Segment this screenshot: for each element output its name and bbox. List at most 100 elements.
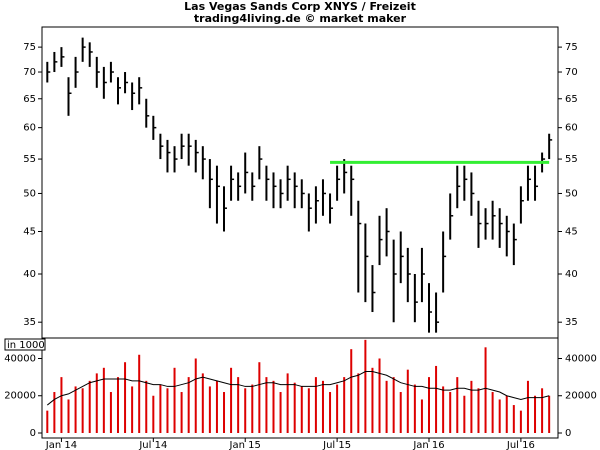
- volume-bar: [435, 365, 438, 433]
- volume-bar: [187, 377, 190, 433]
- volume-bar: [477, 388, 480, 433]
- plot-frame: [41, 26, 559, 439]
- y-tick-label-right: 45: [565, 226, 578, 237]
- volume-bar: [223, 392, 226, 433]
- x-tick-label: Jan 16: [412, 440, 444, 450]
- volume-bar: [428, 377, 430, 433]
- volume-bar: [364, 339, 367, 433]
- volume-bar: [371, 367, 374, 433]
- volume-unit-box: [4, 338, 46, 351]
- volume-bar: [53, 392, 56, 433]
- volume-bar: [541, 388, 544, 433]
- y-tick-label-right: 50: [565, 188, 578, 199]
- volume-bar: [442, 386, 445, 433]
- y-tick-label-right: 55: [565, 154, 578, 165]
- volume-bar: [67, 399, 70, 433]
- volume-bar: [272, 380, 275, 433]
- volume-bar: [152, 395, 155, 433]
- volume-bar: [237, 377, 240, 433]
- volume-bar: [102, 367, 105, 433]
- y-tick-label-right: 35: [565, 317, 578, 328]
- volume-bar: [166, 388, 169, 433]
- volume-bar: [46, 410, 49, 433]
- volume-tick-label-right: 40000: [565, 353, 597, 364]
- volume-bar: [420, 399, 423, 433]
- volume-bar: [194, 358, 197, 433]
- y-tick-label-right: 40: [565, 269, 578, 280]
- volume-bar: [392, 377, 395, 433]
- volume-bar: [180, 392, 183, 433]
- x-tick-label: Jul 14: [138, 440, 167, 450]
- volume-tick-label: 20000: [4, 391, 36, 402]
- volume-bar: [74, 386, 77, 433]
- y-tick-label: 75: [23, 42, 36, 53]
- volume-bar: [109, 392, 112, 433]
- y-tick-label: 40: [23, 269, 36, 280]
- volume-bar: [300, 386, 303, 433]
- volume-tick-label: 40000: [4, 353, 36, 364]
- x-tick-label: Jul 16: [506, 440, 535, 450]
- volume-bar: [116, 377, 119, 433]
- volume-bar: [60, 377, 63, 433]
- volume-bar: [548, 395, 551, 433]
- volume-bar: [357, 373, 360, 433]
- volume-bar: [534, 395, 537, 433]
- volume-tick-label: 0: [30, 428, 36, 439]
- volume-bar: [463, 395, 466, 433]
- x-tick-label: Jan 14: [45, 440, 77, 450]
- y-tick-label: 35: [23, 317, 36, 328]
- volume-bar: [314, 377, 317, 433]
- volume-bar: [208, 386, 211, 433]
- volume-bar: [399, 392, 402, 433]
- y-tick-label: 70: [23, 67, 36, 78]
- volume-tick-label-right: 20000: [565, 391, 597, 402]
- x-tick-label: Jul 15: [322, 440, 351, 450]
- volume-bar: [526, 380, 529, 433]
- volume-bar: [279, 392, 282, 433]
- volume-bar: [491, 392, 494, 433]
- volume-bar: [173, 367, 176, 433]
- volume-bar: [336, 384, 339, 433]
- volume-bar: [244, 388, 247, 433]
- y-tick-label: 55: [23, 154, 36, 165]
- y-tick-label-right: 75: [565, 42, 578, 53]
- volume-bar: [329, 392, 332, 433]
- volume-bar: [456, 377, 459, 433]
- volume-bar: [470, 380, 473, 433]
- y-tick-label: 45: [23, 226, 36, 237]
- chart-title: Las Vegas Sands Corp XNYS / Freizeit: [184, 0, 416, 13]
- volume-bar: [498, 399, 501, 433]
- volume-bar: [230, 367, 233, 433]
- volume-bar: [265, 377, 268, 433]
- volume-bar: [286, 373, 289, 433]
- volume-bar: [124, 362, 127, 433]
- volume-bar: [512, 405, 515, 433]
- x-tick-label: Jan 15: [229, 440, 261, 450]
- volume-bar: [293, 382, 296, 433]
- volume-bar: [307, 388, 310, 433]
- volume-average: [46, 371, 550, 406]
- volume-bar: [95, 373, 98, 433]
- volume-bar: [201, 373, 204, 433]
- volume-bar: [131, 386, 134, 433]
- volume-bar: [350, 349, 353, 433]
- y-tick-label-right: 60: [565, 123, 578, 134]
- chart-subtitle: trading4living.de © market maker: [194, 12, 407, 25]
- volume-bar: [484, 347, 487, 433]
- volume-bar: [251, 384, 254, 433]
- volume-bar: [505, 395, 508, 433]
- volume-unit: in 1000: [7, 340, 45, 351]
- volume-bar: [519, 410, 522, 433]
- volume-bar: [138, 354, 141, 433]
- volume-bar: [145, 380, 148, 433]
- volume-bar: [321, 380, 324, 433]
- volume-bar: [413, 384, 416, 433]
- y-tick-label-right: 65: [565, 94, 578, 105]
- y-tick-label: 65: [23, 94, 36, 105]
- volume-bar: [385, 380, 388, 433]
- volume-bar: [88, 380, 91, 433]
- volume-bar: [258, 362, 261, 433]
- volume-bar: [81, 388, 84, 433]
- y-tick-label: 50: [23, 188, 36, 199]
